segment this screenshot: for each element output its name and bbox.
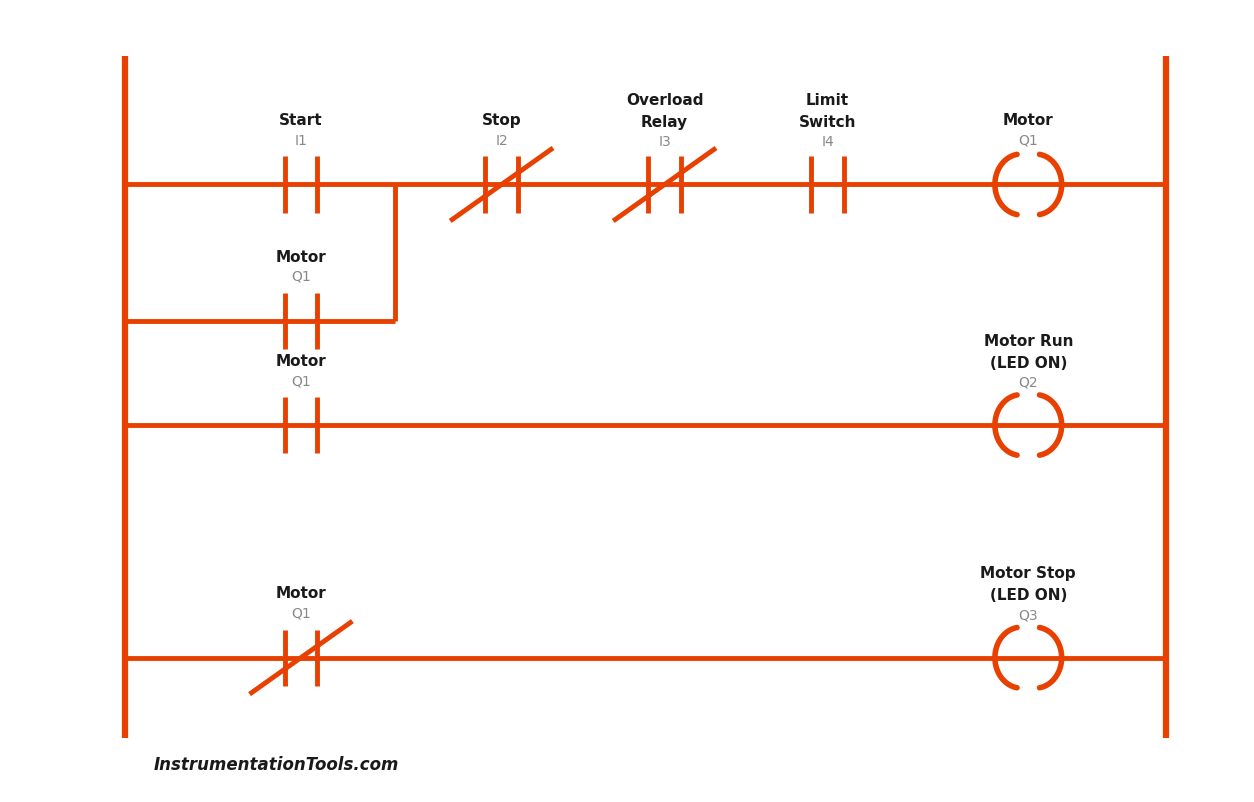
Text: InstrumentationTools.com: InstrumentationTools.com [153, 756, 399, 774]
Text: (LED ON): (LED ON) [989, 355, 1067, 371]
Text: Motor: Motor [276, 586, 326, 602]
Text: I3: I3 [658, 136, 671, 149]
Text: Stop: Stop [482, 113, 522, 128]
Text: Q1: Q1 [291, 375, 311, 388]
Text: Q1: Q1 [291, 270, 311, 284]
Text: (LED ON): (LED ON) [989, 588, 1067, 603]
Text: Q1: Q1 [291, 607, 311, 621]
Text: Limit: Limit [806, 93, 849, 108]
Text: I4: I4 [821, 136, 834, 149]
Text: Relay: Relay [641, 115, 688, 130]
Text: Q3: Q3 [1018, 609, 1038, 622]
Text: Q2: Q2 [1018, 376, 1038, 390]
Text: Q1: Q1 [1018, 134, 1038, 148]
Text: Motor: Motor [1003, 113, 1053, 128]
Text: Switch: Switch [799, 115, 856, 130]
Text: Motor: Motor [276, 354, 326, 369]
Text: Start: Start [280, 113, 322, 128]
Text: Motor: Motor [276, 249, 326, 265]
Text: I2: I2 [495, 134, 508, 148]
Text: Motor Run: Motor Run [983, 334, 1073, 349]
Text: Motor Stop: Motor Stop [981, 566, 1076, 581]
Text: I1: I1 [295, 134, 307, 148]
Text: Overload: Overload [626, 93, 703, 108]
